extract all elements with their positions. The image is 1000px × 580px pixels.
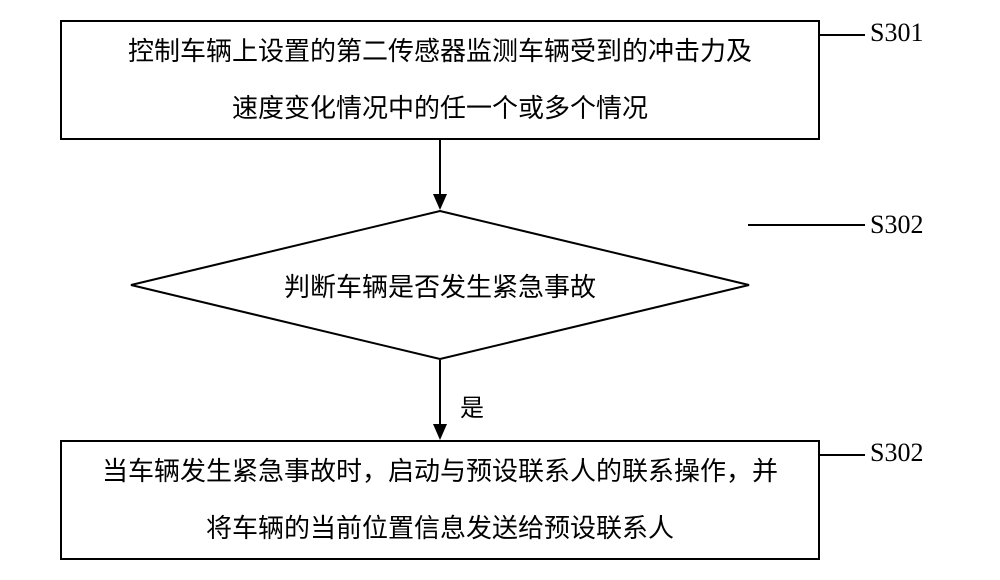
process-box-1: 控制车辆上设置的第二传感器监测车辆受到的冲击力及 速度变化情况中的任一个或多个情… [60,20,820,140]
n2-text: 判断车辆是否发生紧急事故 [284,267,596,304]
edge-label-yes: 是 [460,388,484,423]
step-label-2: S302 [870,210,923,240]
n1-line1: 控制车辆上设置的第二传感器监测车辆受到的冲击力及 [128,37,752,66]
step-label-3: S302 [870,438,923,468]
flowchart-container: 控制车辆上设置的第二传感器监测车辆受到的冲击力及 速度变化情况中的任一个或多个情… [0,0,1000,580]
connector-2 [748,220,865,230]
n3-line1: 当车辆发生紧急事故时，启动与预设联系人的联系操作，并 [102,457,778,486]
arrow-1 [432,140,448,210]
arrow-2 [432,360,448,440]
n1-line2: 速度变化情况中的任一个或多个情况 [232,94,648,123]
process-box-1-text: 控制车辆上设置的第二传感器监测车辆受到的冲击力及 速度变化情况中的任一个或多个情… [128,23,752,137]
decision-diamond: 判断车辆是否发生紧急事故 [130,210,750,360]
step-label-1: S301 [870,18,923,48]
process-box-3-text: 当车辆发生紧急事故时，启动与预设联系人的联系操作，并 将车辆的当前位置信息发送给… [102,443,778,557]
process-box-3: 当车辆发生紧急事故时，启动与预设联系人的联系操作，并 将车辆的当前位置信息发送给… [60,440,820,560]
n3-line2: 将车辆的当前位置信息发送给预设联系人 [206,514,674,543]
decision-text: 判断车辆是否发生紧急事故 [130,210,750,360]
connector-3 [820,450,865,460]
connector-1 [820,30,865,40]
